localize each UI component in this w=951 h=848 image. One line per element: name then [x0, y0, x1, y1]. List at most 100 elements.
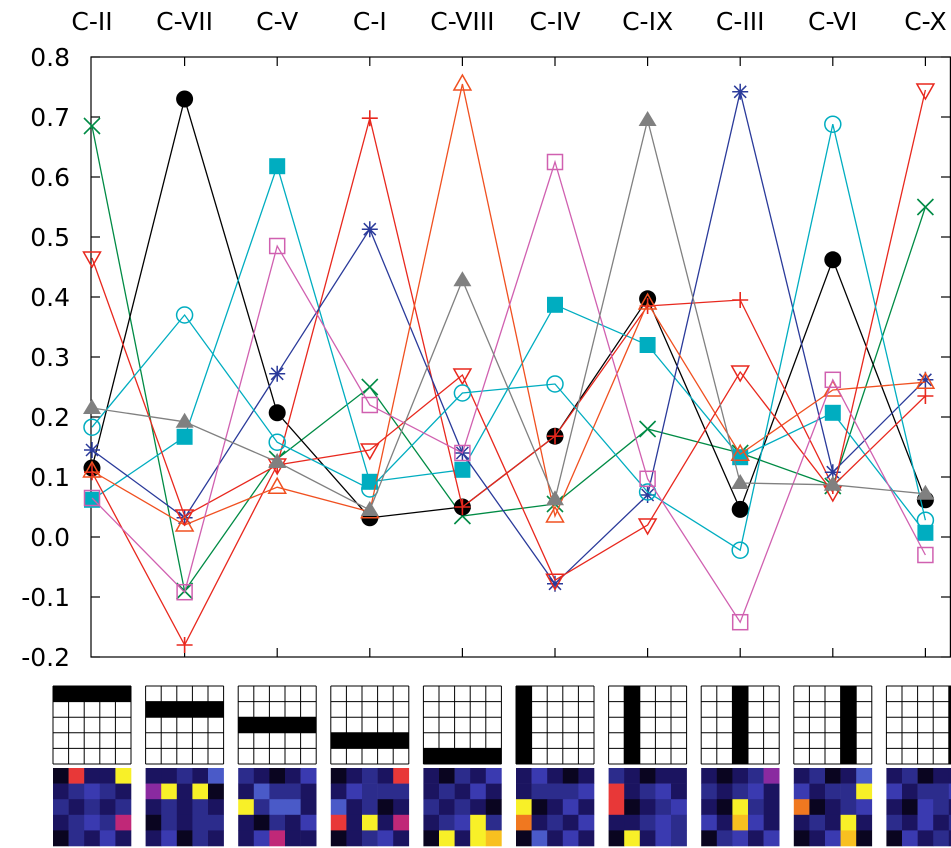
heatmap-cell — [624, 768, 641, 784]
series-line — [91, 83, 926, 526]
heatmap-cell — [917, 768, 934, 784]
heatmap-cell — [840, 768, 857, 784]
y-axis: 0.8 0.7 0.6 0.5 0.4 0.3 0.2 0.1 0.0 -0.1 -0.2 — [21, 43, 950, 672]
heatmap-cell — [948, 830, 951, 847]
heatmap-cell — [732, 799, 749, 816]
heatmap-cell — [208, 768, 224, 784]
heatmap-cell — [454, 768, 471, 784]
heatmap-cell — [269, 768, 286, 784]
heatmap-cell — [748, 830, 764, 847]
data-point — [731, 474, 750, 489]
heatmap-thumbnail — [145, 768, 224, 847]
heatmap-cell — [161, 783, 178, 800]
data-point — [269, 158, 286, 175]
data-point — [824, 371, 842, 389]
heatmap-cell — [639, 799, 656, 816]
heatmap-cell — [377, 783, 394, 800]
heatmap-cell — [439, 783, 455, 800]
heatmap-cell — [285, 768, 301, 784]
series-line — [91, 125, 927, 593]
data-point — [83, 117, 101, 135]
heatmap-cell — [763, 768, 780, 784]
data-point — [268, 453, 287, 468]
data-point — [547, 575, 563, 592]
heatmap-cell — [809, 783, 826, 800]
pattern-bar — [948, 686, 951, 764]
y-tick-label: 0.1 — [30, 463, 70, 492]
heatmap-cell — [238, 768, 255, 784]
heatmap-cell — [732, 830, 749, 847]
heatmap-cell — [732, 783, 749, 800]
heatmap-cell — [454, 830, 471, 847]
heatmap-cell — [115, 830, 132, 847]
heatmap-thumbnail — [701, 768, 780, 847]
category-label: C-IV — [530, 7, 581, 36]
heatmap-thumbnail — [793, 768, 873, 847]
heatmap-cell — [516, 799, 532, 816]
heatmap-cell — [547, 799, 564, 816]
data-point — [731, 541, 749, 559]
data-point — [83, 418, 101, 436]
series-9 — [83, 111, 935, 516]
data-point — [639, 337, 656, 353]
heatmap-cell — [377, 799, 394, 816]
data-point — [732, 83, 749, 100]
heatmap-cell — [701, 799, 718, 816]
heatmap-cell — [578, 799, 595, 816]
heatmap-cell — [115, 814, 132, 831]
data-point — [175, 306, 194, 324]
heatmap-cell — [192, 768, 209, 784]
heatmap-cell — [330, 799, 347, 816]
heatmap-cell — [84, 768, 101, 784]
heatmap-cell — [608, 799, 625, 816]
category-label: C-III — [716, 7, 765, 36]
heatmap-cell — [84, 814, 101, 831]
heatmap-cell — [161, 830, 178, 847]
heatmap-cell — [917, 830, 934, 847]
heatmap-cell — [145, 768, 162, 784]
heatmap-cell — [192, 799, 209, 816]
heatmap-cell — [578, 783, 595, 800]
heatmap-cell — [825, 799, 841, 816]
heatmap-cell — [423, 799, 440, 816]
data-point — [360, 501, 379, 516]
data-point — [361, 396, 379, 414]
pattern-thumbnail — [422, 685, 502, 765]
heatmap-cell — [840, 783, 857, 800]
data-point — [730, 365, 750, 383]
heatmap-cell — [856, 783, 873, 800]
data-point — [545, 573, 565, 591]
heatmap-cell — [238, 783, 255, 800]
heatmap-cell — [840, 830, 857, 847]
heatmap-cell — [886, 830, 903, 847]
heatmap-cell — [809, 799, 826, 816]
data-point — [84, 491, 100, 508]
heatmap-cell — [423, 830, 440, 847]
heatmap-cell — [53, 799, 69, 816]
heatmap-cell — [423, 768, 440, 784]
heatmap-cell — [68, 814, 85, 831]
heatmap-cell — [470, 799, 487, 816]
heatmap-cell — [531, 783, 548, 800]
heatmap-cell — [346, 768, 363, 784]
data-point — [547, 296, 563, 313]
heatmap-cell — [902, 814, 918, 831]
heatmap-cell — [748, 814, 764, 831]
heatmap-cell — [238, 830, 255, 847]
heatmap-cell — [562, 783, 579, 800]
heatmap-cell — [330, 830, 347, 847]
heatmap-cell — [300, 783, 317, 800]
heatmap-cell — [377, 830, 394, 847]
heatmap-cell — [516, 830, 532, 847]
pattern-thumbnail — [793, 685, 873, 765]
pattern-thumbnail — [237, 685, 317, 765]
data-point — [361, 378, 379, 396]
heatmap-cell — [902, 799, 918, 816]
heatmap-cell — [793, 814, 810, 831]
y-tick-label: 0.8 — [30, 43, 70, 72]
heatmap-cell — [825, 814, 841, 831]
pattern-bar — [330, 732, 409, 749]
pattern-bar — [840, 686, 857, 764]
data-point — [361, 110, 378, 127]
heatmap-cell — [562, 814, 579, 831]
